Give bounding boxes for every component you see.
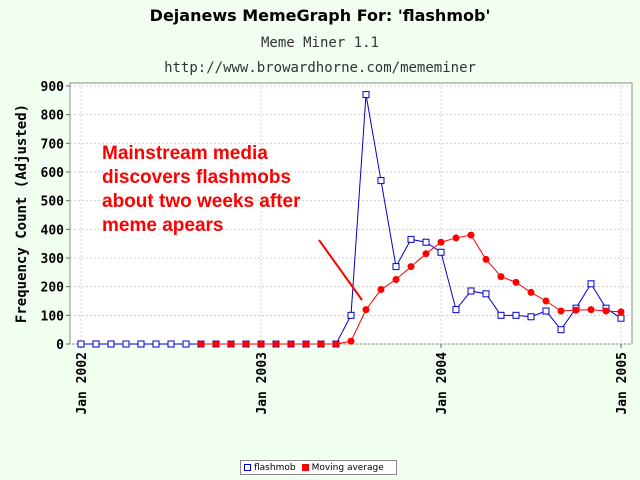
filled-square-icon xyxy=(301,464,309,471)
chart-subtitle-tool: Meme Miner 1.1 xyxy=(260,35,379,51)
y-tick-label: 400 xyxy=(41,223,65,238)
flashmob-point xyxy=(452,306,460,314)
flashmob-point xyxy=(482,290,490,298)
x-tick-label: Jan 2005 xyxy=(615,352,630,415)
flashmob-point xyxy=(77,340,85,348)
flashmob-point xyxy=(617,314,625,322)
series-layer xyxy=(77,91,625,348)
legend-item-flashmob: flashmob xyxy=(244,463,296,473)
flashmob-point xyxy=(122,340,130,348)
x-tick-label: Jan 2004 xyxy=(435,352,450,415)
flashmob-point xyxy=(347,311,355,319)
moving-average-point xyxy=(587,306,595,314)
flashmob-point xyxy=(377,177,385,185)
x-tick-label: Jan 2003 xyxy=(255,352,270,415)
y-tick-label: 500 xyxy=(41,195,65,210)
moving-average-point xyxy=(302,340,310,348)
moving-average-point xyxy=(542,297,550,305)
moving-average-point xyxy=(482,255,490,263)
flashmob-point xyxy=(92,340,100,348)
x-tick-label: Jan 2002 xyxy=(75,352,90,415)
moving-average-point xyxy=(602,307,610,315)
moving-average-point xyxy=(617,308,625,316)
flashmob-point xyxy=(527,313,535,321)
annotation: Mainstream media discovers flashmobs about… xyxy=(102,143,363,301)
y-tick-label: 300 xyxy=(41,252,65,267)
moving-average-point xyxy=(242,340,250,348)
annotation-line: discovers flashmobs xyxy=(102,167,291,188)
moving-average-point xyxy=(422,250,430,258)
legend-label-moving-average: Moving average xyxy=(311,462,384,473)
moving-average-point xyxy=(287,340,295,348)
axes: 0 100 200 300 400 500 600 700 800 900 Jan 2002 Jan … xyxy=(41,80,630,415)
moving-average-point xyxy=(257,340,265,348)
legend-label-flashmob: flashmob xyxy=(254,462,296,473)
y-tick-label: 900 xyxy=(41,80,65,95)
moving-average-point xyxy=(437,238,445,246)
flashmob-point xyxy=(152,340,160,348)
chart-title: Dejanews MemeGraph For: 'flashmob' xyxy=(149,6,491,25)
chart-canvas: 0 100 200 300 400 500 600 700 800 900 Jan 2002 Jan … xyxy=(14,80,633,415)
plot-area xyxy=(69,82,633,345)
y-axis-label: Frequency Count (Adjusted) xyxy=(14,104,30,323)
moving-average-point xyxy=(497,273,505,281)
flashmob-point xyxy=(587,280,595,288)
moving-average-point xyxy=(512,278,520,286)
y-tick-label: 100 xyxy=(41,309,65,324)
moving-average-point xyxy=(347,337,355,345)
flashmob-point xyxy=(437,248,445,256)
moving-average-point xyxy=(227,340,235,348)
moving-average-point xyxy=(557,307,565,315)
annotation-line: about two weeks after xyxy=(102,191,301,212)
moving-average-point xyxy=(377,286,385,294)
y-tick-label: 600 xyxy=(41,166,65,181)
flashmob-point xyxy=(497,311,505,319)
flashmob-point xyxy=(182,340,190,348)
moving-average-point xyxy=(407,263,415,271)
moving-average-point xyxy=(272,340,280,348)
annotation-arrow xyxy=(318,239,363,301)
flashmob-point xyxy=(107,340,115,348)
chart-subtitle-url: http://www.browardhorne.com/mememiner xyxy=(164,60,476,76)
flashmob-point xyxy=(542,307,550,315)
y-tick-label: 0 xyxy=(56,338,64,353)
flashmob-point xyxy=(167,340,175,348)
flashmob-point xyxy=(362,91,370,99)
flashmob-point xyxy=(422,238,430,246)
flashmob-point xyxy=(137,340,145,348)
open-square-icon xyxy=(244,464,251,471)
y-tick-label: 800 xyxy=(41,109,65,124)
flashmob-point xyxy=(407,235,415,243)
moving-average-point xyxy=(332,340,340,348)
moving-average-point xyxy=(527,288,535,296)
moving-average-point xyxy=(212,340,220,348)
y-tick-label: 700 xyxy=(41,137,65,152)
annotation-line: meme apears xyxy=(102,215,223,236)
moving-average-point xyxy=(392,276,400,283)
y-tick-label: 200 xyxy=(41,281,65,296)
moving-average-point xyxy=(452,234,460,242)
flashmob-point xyxy=(557,326,565,334)
flashmob-point xyxy=(467,287,475,295)
flashmob-point xyxy=(512,311,520,319)
moving-average-point xyxy=(197,340,205,348)
moving-average-point xyxy=(467,231,475,239)
annotation-line: Mainstream media xyxy=(102,143,268,164)
moving-average-point xyxy=(317,340,325,348)
moving-average-point xyxy=(362,306,370,314)
legend-item-moving-average: Moving average xyxy=(301,462,384,473)
flashmob-point xyxy=(392,263,400,271)
moving-average-point xyxy=(572,306,580,314)
legend: flashmob Moving average xyxy=(240,460,397,475)
